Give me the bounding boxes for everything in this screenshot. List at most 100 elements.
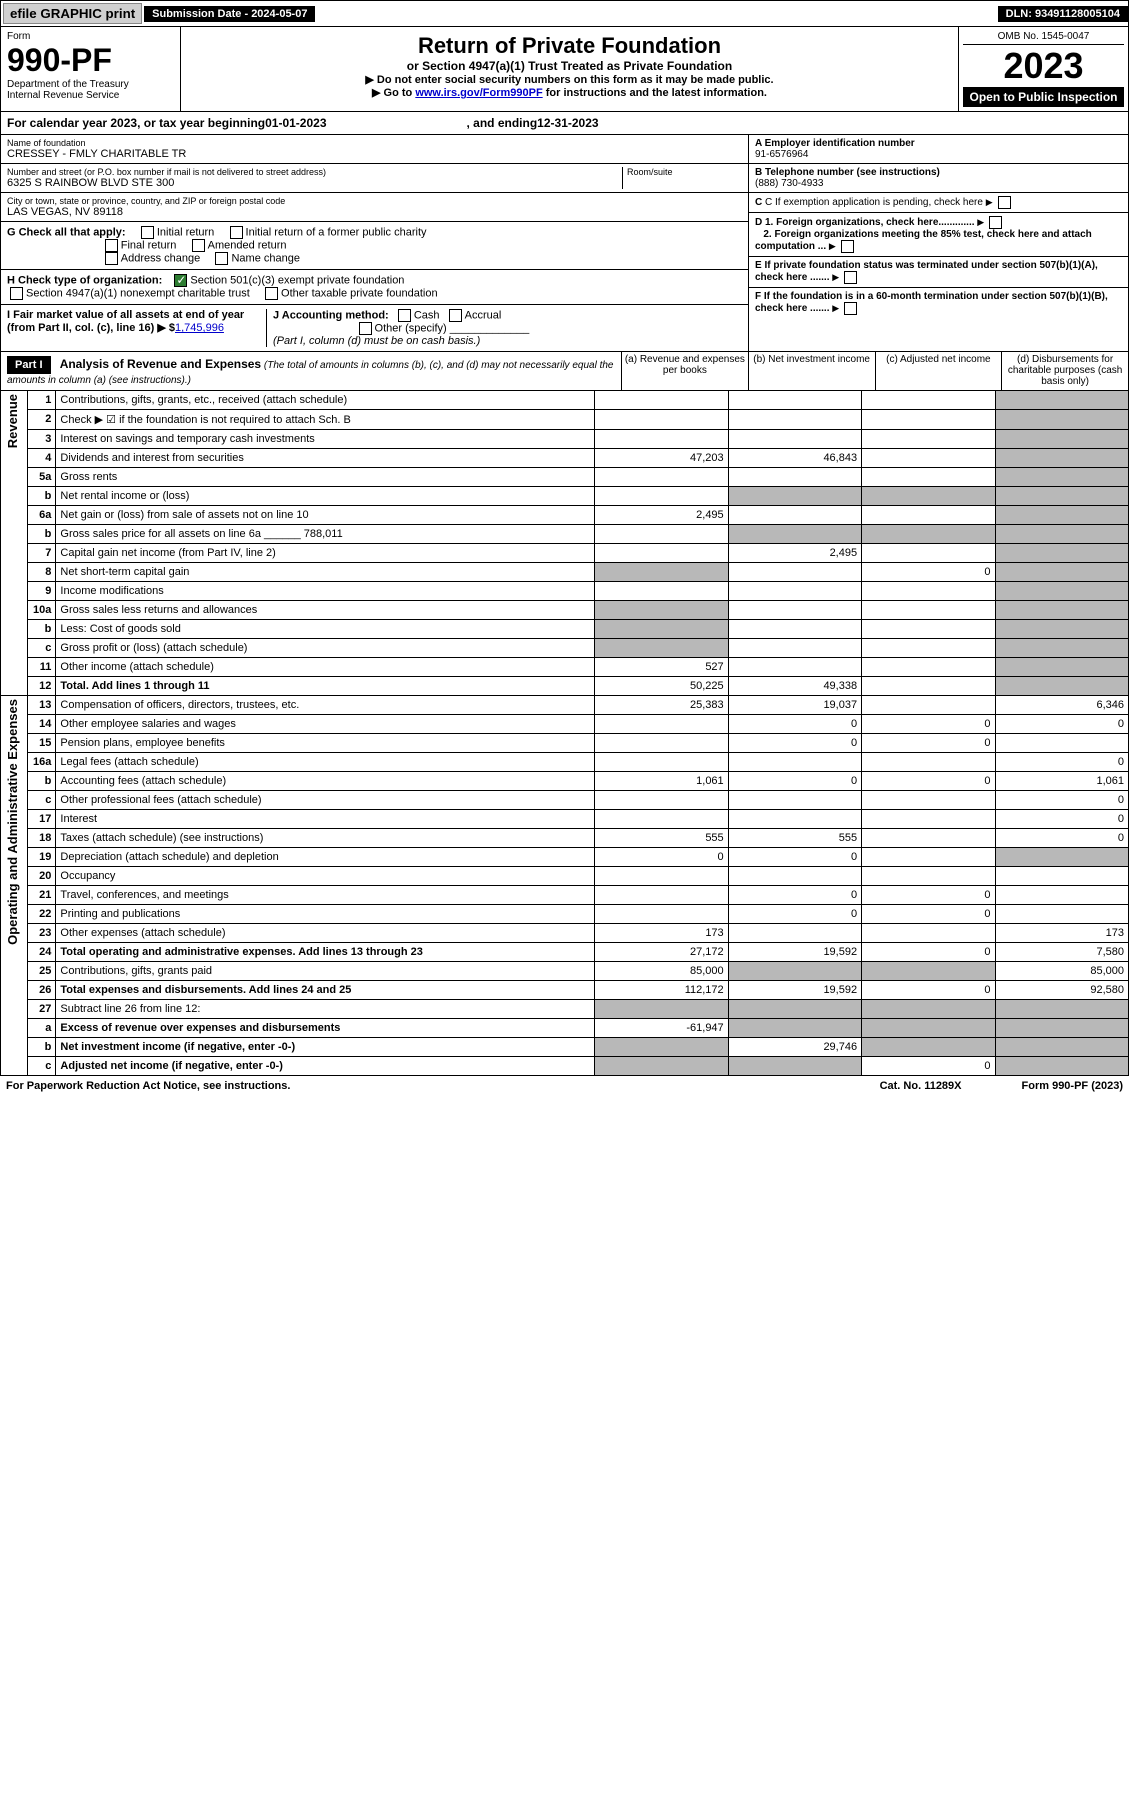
cb-d1[interactable] [989,216,1002,229]
dept: Department of the Treasury [7,79,174,90]
note-ssn: ▶ Do not enter social security numbers o… [187,73,952,86]
table-row: 9 Income modifications [1,582,1129,601]
table-row: b Net investment income (if negative, en… [1,1038,1129,1057]
form-ref: Form 990-PF (2023) [1022,1080,1123,1092]
table-row: c Gross profit or (loss) (attach schedul… [1,639,1129,658]
table-row: 24 Total operating and administrative ex… [1,943,1129,962]
table-row: 17 Interest 0 [1,810,1129,829]
section-g: G Check all that apply: Initial return I… [1,222,748,270]
table-row: 3 Interest on savings and temporary cash… [1,430,1129,449]
tax-year: 2023 [963,45,1124,87]
address-cell: Number and street (or P.O. box number if… [1,164,748,193]
table-row: 16a Legal fees (attach schedule) 0 [1,753,1129,772]
table-row: c Other professional fees (attach schedu… [1,791,1129,810]
section-e: E If private foundation status was termi… [749,257,1128,288]
form-subtitle: or Section 4947(a)(1) Trust Treated as P… [187,59,952,73]
cb-initial-former[interactable] [230,226,243,239]
calendar-year-row: For calendar year 2023, or tax year begi… [0,112,1129,135]
top-bar: efile GRAPHIC print Submission Date - 20… [0,0,1129,27]
cb-initial-return[interactable] [141,226,154,239]
table-row: b Gross sales price for all assets on li… [1,525,1129,544]
form990pf-link[interactable]: www.irs.gov/Form990PF [415,87,542,99]
city-cell: City or town, state or province, country… [1,193,748,222]
table-row: 22 Printing and publications 0 0 [1,905,1129,924]
cb-accrual[interactable] [449,309,462,322]
cb-d2[interactable] [841,240,854,253]
section-h: H Check type of organization: Section 50… [1,270,748,305]
cb-other-method[interactable] [359,322,372,335]
submission-date: Submission Date - 2024-05-07 [144,6,315,22]
table-row: 14 Other employee salaries and wages 0 0… [1,715,1129,734]
expenses-label: Operating and Administrative Expenses [5,699,20,945]
table-row: 20 Occupancy [1,867,1129,886]
table-row: 18 Taxes (attach schedule) (see instruct… [1,829,1129,848]
paperwork-notice: For Paperwork Reduction Act Notice, see … [6,1080,290,1092]
table-row: 27 Subtract line 26 from line 12: [1,1000,1129,1019]
cb-final-return[interactable] [105,239,118,252]
fmv-link[interactable]: 1,745,996 [175,322,224,334]
omb-number: OMB No. 1545-0047 [963,31,1124,45]
table-row: 6a Net gain or (loss) from sale of asset… [1,506,1129,525]
cb-amended[interactable] [192,239,205,252]
cb-4947[interactable] [10,287,23,300]
form-title: Return of Private Foundation [187,33,952,59]
cb-cash[interactable] [398,309,411,322]
footer: For Paperwork Reduction Act Notice, see … [0,1076,1129,1096]
dln: DLN: 93491128005104 [998,6,1128,22]
form-header: Form 990-PF Department of the Treasury I… [0,27,1129,112]
header-left: Form 990-PF Department of the Treasury I… [1,27,181,111]
table-row: 21 Travel, conferences, and meetings 0 0 [1,886,1129,905]
table-row: b Less: Cost of goods sold [1,620,1129,639]
table-row: Operating and Administrative Expenses 13… [1,696,1129,715]
table-row: 7 Capital gain net income (from Part IV,… [1,544,1129,563]
table-row: 26 Total expenses and disbursements. Add… [1,981,1129,1000]
tel-cell: B Telephone number (see instructions) (8… [749,164,1128,193]
table-row: b Net rental income or (loss) [1,487,1129,506]
col-d-hdr: (d) Disbursements for charitable purpose… [1001,352,1128,390]
header-right: OMB No. 1545-0047 2023 Open to Public In… [958,27,1128,111]
cb-f[interactable] [844,302,857,315]
table-row: 23 Other expenses (attach schedule) 173 … [1,924,1129,943]
efile-print-button[interactable]: efile GRAPHIC print [3,3,142,24]
col-c-hdr: (c) Adjusted net income [875,352,1002,390]
col-a-hdr: (a) Revenue and expenses per books [621,352,748,390]
table-row: 2 Check ▶ ☑ if the foundation is not req… [1,410,1129,430]
table-row: 25 Contributions, gifts, grants paid 85,… [1,962,1129,981]
section-d: D 1. Foreign organizations, check here..… [749,213,1128,257]
cb-name-change[interactable] [215,252,228,265]
ein-cell: A Employer identification number 91-6576… [749,135,1128,164]
table-row: 11 Other income (attach schedule) 527 [1,658,1129,677]
table-row: c Adjusted net income (if negative, ente… [1,1057,1129,1076]
part1-table: Revenue 1 Contributions, gifts, grants, … [0,391,1129,1076]
part1-header: Part I Analysis of Revenue and Expenses … [0,352,1129,391]
form-word: Form [7,31,174,42]
table-row: 5a Gross rents [1,468,1129,487]
table-row: 8 Net short-term capital gain 0 [1,563,1129,582]
table-row: 15 Pension plans, employee benefits 0 0 [1,734,1129,753]
irs: Internal Revenue Service [7,90,174,101]
revenue-label: Revenue [5,394,20,448]
col-b-hdr: (b) Net investment income [748,352,875,390]
note-goto: ▶ Go to www.irs.gov/Form990PF for instru… [187,86,952,99]
table-row: 19 Depreciation (attach schedule) and de… [1,848,1129,867]
header-mid: Return of Private Foundation or Section … [181,27,958,111]
info-grid: Name of foundation CRESSEY - FMLY CHARIT… [0,135,1129,352]
section-f: F If the foundation is in a 60-month ter… [749,288,1128,318]
section-c: C C If exemption application is pending,… [749,193,1128,213]
table-row: 10a Gross sales less returns and allowan… [1,601,1129,620]
table-row: 12 Total. Add lines 1 through 11 50,225 … [1,677,1129,696]
table-row: b Accounting fees (attach schedule) 1,06… [1,772,1129,791]
table-row: Revenue 1 Contributions, gifts, grants, … [1,391,1129,410]
open-public: Open to Public Inspection [963,87,1124,107]
cb-e[interactable] [844,271,857,284]
cb-other-taxable[interactable] [265,287,278,300]
table-row: a Excess of revenue over expenses and di… [1,1019,1129,1038]
cat-no: Cat. No. 11289X [880,1080,962,1092]
cb-address-change[interactable] [105,252,118,265]
part1-badge: Part I [7,356,51,374]
form-number: 990-PF [7,42,174,79]
cb-501c3[interactable] [174,274,187,287]
cb-c[interactable] [998,196,1011,209]
section-ij: I Fair market value of all assets at end… [1,305,748,351]
table-row: 4 Dividends and interest from securities… [1,449,1129,468]
